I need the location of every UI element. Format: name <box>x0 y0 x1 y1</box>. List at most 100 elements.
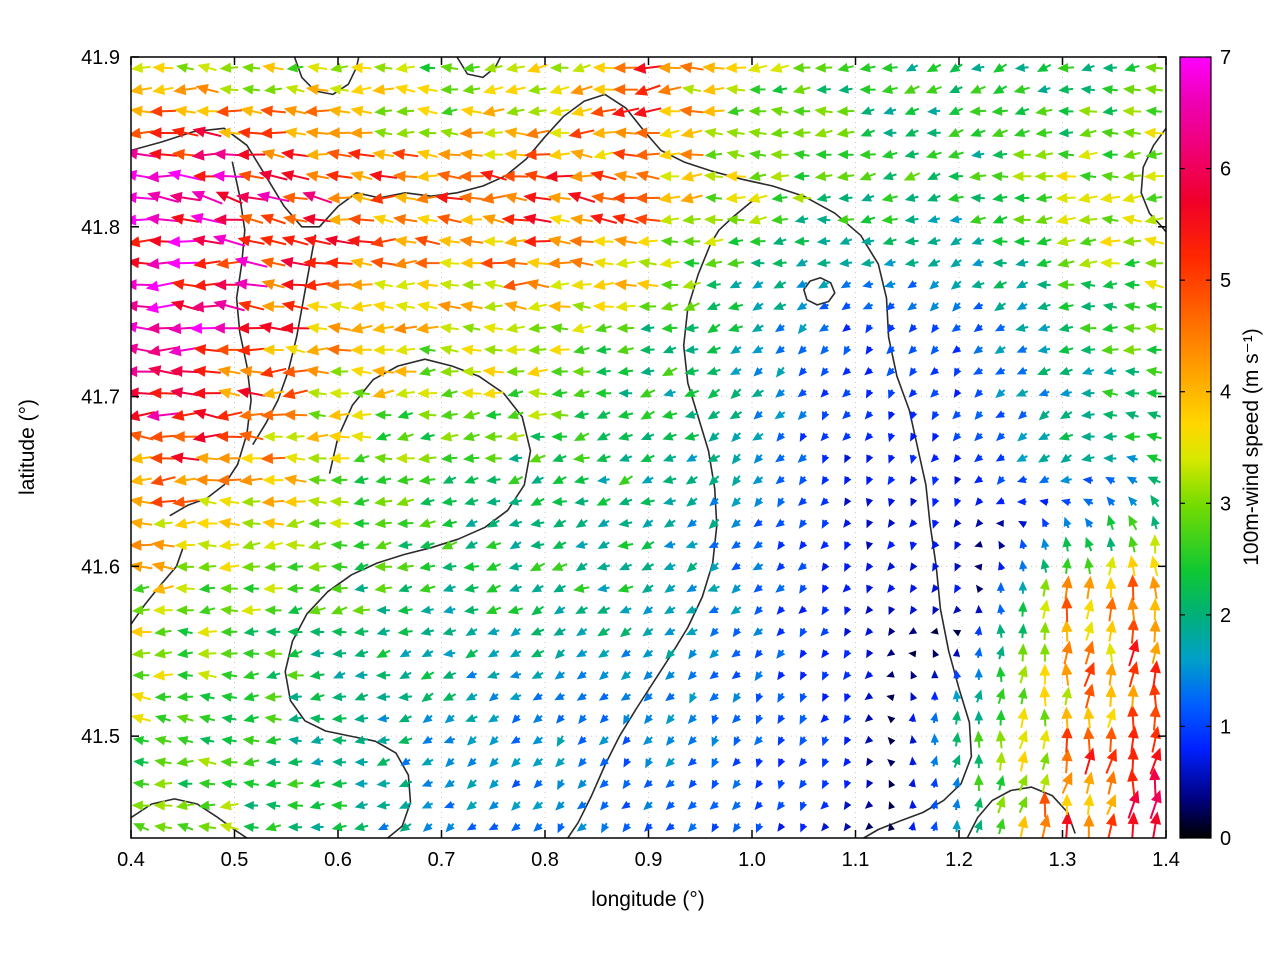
quiver-arrow <box>842 432 852 441</box>
quiver-arrow <box>769 62 790 73</box>
quiver-arrow <box>420 627 435 636</box>
quiver-arrow <box>174 539 196 551</box>
quiver-arrow <box>329 518 349 529</box>
quiver-arrow <box>1018 410 1028 420</box>
quiver-arrow <box>594 323 612 333</box>
quiver-arrow <box>952 432 962 442</box>
quiver-arrow <box>529 432 545 442</box>
quiver-arrow <box>1056 236 1076 247</box>
quiver-arrow <box>548 149 571 161</box>
quiver-arrow <box>397 627 413 637</box>
quiver-arrow <box>1039 599 1050 619</box>
quiver-arrow <box>309 778 325 788</box>
quiver-arrow <box>331 735 347 746</box>
quiver-arrow <box>346 235 376 247</box>
quiver-arrow <box>1078 214 1098 225</box>
quiver-arrow <box>685 540 698 549</box>
quiver-arrow <box>1038 431 1051 441</box>
quiver-arrow <box>973 345 984 354</box>
quiver-arrow <box>908 345 918 355</box>
quiver-arrow <box>484 431 503 442</box>
quiver-arrow <box>265 757 280 767</box>
quiver-arrow <box>241 561 260 572</box>
quiver-arrow <box>952 345 962 354</box>
quiver-arrow <box>685 475 698 485</box>
quiver-arrow <box>394 84 416 95</box>
quiver-arrow <box>485 410 502 420</box>
quiver-arrow <box>420 605 434 615</box>
quiver-arrow <box>236 149 266 161</box>
quiver-arrow <box>927 258 941 267</box>
quiver-arrow <box>354 583 368 593</box>
quiver-arrow <box>597 627 611 637</box>
quiver-arrow <box>152 583 174 594</box>
quiver-arrow <box>752 431 764 441</box>
quiver-arrow <box>501 213 529 226</box>
quiver-arrow <box>596 562 611 571</box>
quiver-arrow <box>441 106 458 116</box>
quiver-arrow <box>462 453 480 464</box>
quiver-arrow <box>132 779 150 789</box>
quiver-arrow <box>1013 84 1030 94</box>
quiver-arrow <box>797 345 808 355</box>
quiver-arrow <box>218 539 240 551</box>
quiver-arrow <box>995 774 1006 791</box>
quiver-arrow <box>1099 235 1121 247</box>
quiver-arrow <box>1061 748 1073 774</box>
quiver-arrow <box>907 280 917 289</box>
quiver-arrow <box>859 62 876 73</box>
quiver-arrow <box>219 822 239 833</box>
quiver-arrow <box>975 584 984 594</box>
quiver-arrow <box>241 518 261 529</box>
quiver-arrow <box>399 822 412 832</box>
quiver-arrow <box>773 280 787 289</box>
quiver-arrow <box>660 236 678 247</box>
quiver-arrow <box>642 627 654 637</box>
quiver-arrow <box>954 497 962 508</box>
quiver-arrow <box>1061 575 1073 600</box>
quiver-arrow <box>702 105 725 117</box>
quiver-arrow <box>482 236 504 247</box>
quiver-arrow <box>866 649 874 659</box>
quiver-arrow <box>437 300 461 312</box>
quiver-arrow <box>198 714 216 724</box>
quiver-arrow <box>992 84 1008 94</box>
quiver-arrow <box>1128 661 1139 688</box>
quiver-arrow <box>551 431 568 442</box>
y-tick-label: 41.9 <box>81 47 120 69</box>
quiver-arrow <box>596 605 611 614</box>
quiver-arrow <box>285 84 305 95</box>
quiver-arrow <box>174 583 195 594</box>
quiver-arrow <box>590 170 617 182</box>
quiver-arrow <box>820 497 830 507</box>
quiver-arrow <box>592 235 614 247</box>
quiver-arrow <box>686 497 698 507</box>
quiver-arrow <box>659 171 680 182</box>
quiver-arrow <box>571 301 591 312</box>
quiver-arrow <box>549 105 570 117</box>
quiver-arrow <box>887 562 896 571</box>
quiver-arrow <box>708 432 720 442</box>
quiver-arrow <box>1101 171 1119 182</box>
quiver-arrow <box>570 105 592 117</box>
quiver-arrow <box>888 627 896 637</box>
quiver-arrow <box>353 627 369 637</box>
quiver-arrow <box>504 149 527 161</box>
quiver-arrow <box>528 323 547 334</box>
quiver-arrow <box>753 410 763 420</box>
quiver-arrow <box>154 735 172 746</box>
quiver-arrow <box>1039 643 1050 662</box>
x-tick-label: 0.7 <box>428 849 456 871</box>
quiver-arrow <box>952 776 961 789</box>
quiver-arrow <box>599 714 609 724</box>
quiver-arrow <box>508 496 523 506</box>
quiver-arrow <box>152 62 174 74</box>
quiver-arrow <box>261 149 285 160</box>
quiver-arrow <box>1124 388 1140 398</box>
quiver-arrow <box>997 603 1006 615</box>
quiver-arrow <box>836 127 855 138</box>
quiver-arrow <box>376 627 390 636</box>
quiver-arrow <box>146 213 180 225</box>
quiver-arrow <box>421 757 434 766</box>
